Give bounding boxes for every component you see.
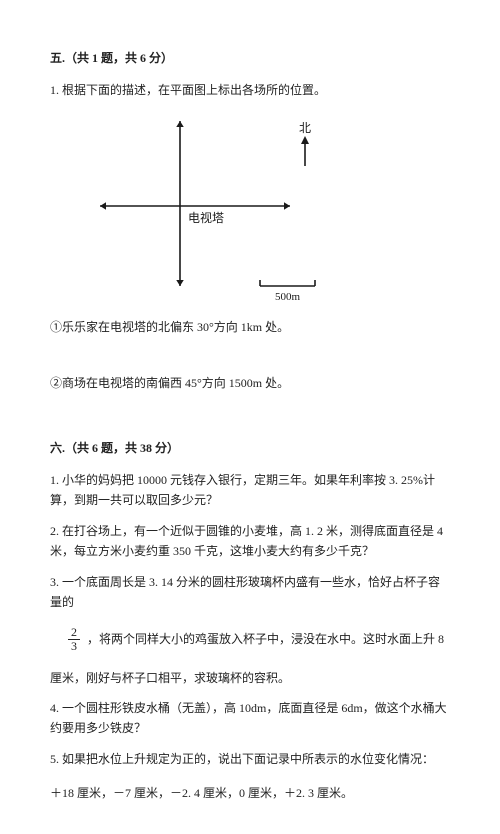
fraction-num: 2 — [68, 626, 80, 640]
s6-q3-text-a: 3. 一个底面周长是 3. 14 分米的圆柱形玻璃杯内盛有一些水，恰好占杯子容量… — [50, 575, 440, 609]
fraction-2-3: 2 3 — [68, 626, 80, 653]
page: 五.（共 1 题，共 6 分） 1. 根据下面的描述，在平面图上标出各场所的位置… — [0, 0, 500, 834]
svg-text:500m: 500m — [275, 291, 301, 303]
spacer — [50, 612, 450, 626]
section-5-heading: 五.（共 1 题，共 6 分） — [50, 48, 450, 68]
s6-q3-frac-line: 2 3 ，将两个同样大小的鸡蛋放入杯子中，浸没在水中。这时水面上升 8 — [50, 632, 444, 646]
fraction-den: 3 — [68, 640, 80, 653]
diagram-svg: 电视塔 北 500m — [70, 111, 350, 311]
s6-q5-b: ＋18 厘米，－7 厘米，－2. 4 厘米，0 厘米，＋2. 3 厘米。 — [50, 786, 353, 800]
s6-q2: 2. 在打谷场上，有一个近似于圆锥的小麦堆，高 1. 2 米，测得底面直径是 4… — [50, 521, 450, 562]
s6-q5: 5. 如果把水位上升规定为正的，说出下面记录中所表示的水位变化情况： ＋18 厘… — [50, 749, 450, 804]
s5-q1b: ②商场在电视塔的南偏西 45°方向 1500m 处。 — [50, 373, 450, 393]
svg-text:北: 北 — [299, 121, 311, 135]
s5-q1-intro: 1. 根据下面的描述，在平面图上标出各场所的位置。 — [50, 80, 450, 100]
section-6-heading: 六.（共 6 题，共 38 分） — [50, 438, 450, 458]
s6-q4: 4. 一个圆柱形铁皮水桶（无盖），高 10dm，底面直径是 6dm，做这个水桶大… — [50, 698, 450, 739]
spacer — [50, 404, 450, 430]
s5-q1a: ①乐乐家在电视塔的北偏东 30°方向 1km 处。 — [50, 317, 450, 337]
s6-q3: 3. 一个底面周长是 3. 14 分米的圆柱形玻璃杯内盛有一些水，恰好占杯子容量… — [50, 572, 450, 689]
s6-q3-text-b: ，将两个同样大小的鸡蛋放入杯子中，浸没在水中。这时水面上升 8 — [87, 632, 444, 646]
s6-q1: 1. 小华的妈妈把 10000 元钱存入银行，定期三年。如果年利率按 3. 25… — [50, 470, 450, 511]
s6-q3-text-c: 厘米，刚好与杯子口相平，求玻璃杯的容积。 — [50, 671, 290, 685]
spacer — [50, 769, 450, 783]
spacer — [50, 347, 450, 373]
spacer — [50, 654, 450, 668]
direction-diagram: 电视塔 北 500m — [70, 111, 350, 311]
s6-q5-a: 5. 如果把水位上升规定为正的，说出下面记录中所表示的水位变化情况： — [50, 752, 434, 766]
svg-text:电视塔: 电视塔 — [188, 210, 224, 225]
